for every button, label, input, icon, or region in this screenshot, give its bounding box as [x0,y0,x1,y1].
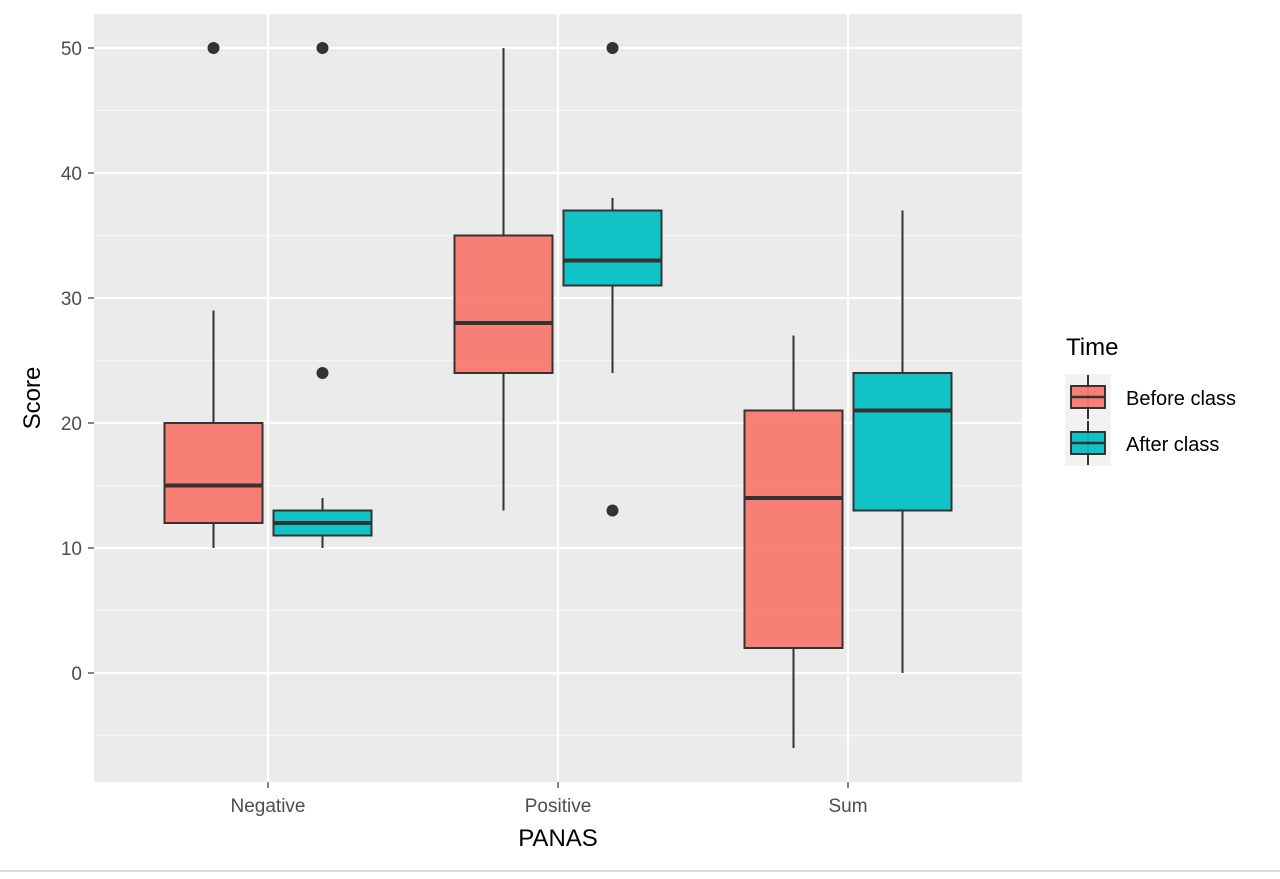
legend-keys [1070,375,1106,465]
outlier-point [316,42,329,54]
box-iqr [743,409,844,649]
y-tick-label: 0 [71,664,82,685]
boxes-layer [163,42,953,748]
x-tick-label: Sum [828,796,867,817]
x-tick-label: Positive [525,796,592,817]
y-tick-label: 20 [61,414,82,435]
outlier-point [606,42,619,54]
legend-label-before-class: Before class [1126,388,1236,410]
box-iqr [852,372,953,512]
box-group [852,210,953,673]
legend-label-after-class: After class [1126,434,1219,456]
box-iqr [453,234,554,374]
legend-title: Time [1066,334,1118,361]
box-group [272,42,373,548]
major-gridlines [94,14,1022,782]
box-group [743,335,844,748]
y-tick-label: 10 [61,539,82,560]
y-tick-label: 50 [61,39,82,60]
x-axis-title: PANAS [518,825,598,852]
y-tick-label: 30 [61,289,82,310]
y-axis: 0 10 20 30 40 50 [61,39,94,685]
outlier-point [606,504,619,517]
legend: Time Before class After class [1065,334,1236,466]
box-group [453,48,554,511]
box-group [163,42,264,548]
box-group [562,42,663,517]
y-axis-title: Score [19,367,46,430]
outlier-point [207,42,220,54]
box-iqr [163,422,264,524]
outlier-point [316,367,329,379]
y-tick-label: 40 [61,164,82,185]
x-tick-label: Negative [231,796,306,817]
box-iqr [562,209,663,287]
x-axis: Negative Positive Sum [231,782,868,817]
